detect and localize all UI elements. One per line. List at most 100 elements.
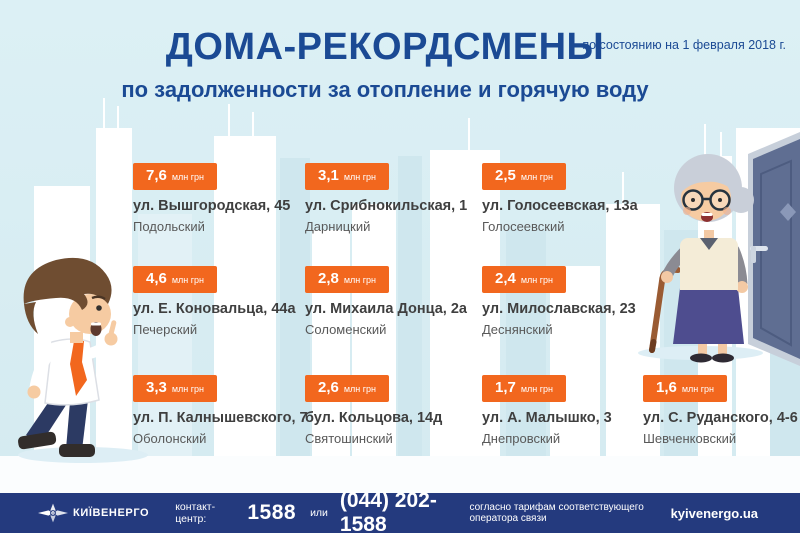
door-illustration bbox=[748, 132, 800, 366]
brand-block: КИЇВЕНЕРГО bbox=[38, 501, 149, 525]
building-silhouette bbox=[430, 150, 500, 456]
house-address: ул. Голосеевская, 13а bbox=[482, 198, 638, 214]
debt-card: 2,4 млн грн ул. Милославская, 23 Деснянск… bbox=[482, 266, 654, 337]
building-silhouette bbox=[214, 136, 276, 456]
debt-card: 7,6 млн грн ул. Вышгородская, 45 Подольск… bbox=[133, 163, 305, 234]
debt-unit: млн грн bbox=[343, 172, 377, 182]
district-name: Оболонский bbox=[133, 431, 207, 446]
as-of-date: по состоянию на 1 февраля 2018 г. bbox=[582, 38, 786, 52]
house-address: ул. Е. Коновальца, 44а bbox=[133, 301, 296, 317]
debt-card: 2,6 млн грн бул. Кольцова, 14д Святошинск… bbox=[305, 375, 477, 446]
district-name: Подольский bbox=[133, 219, 205, 234]
debt-unit: млн грн bbox=[520, 275, 554, 285]
antenna bbox=[720, 132, 722, 156]
vest bbox=[680, 238, 738, 290]
skirt bbox=[673, 288, 744, 344]
tie bbox=[70, 341, 87, 396]
debt-amount: 2,5 bbox=[495, 167, 516, 184]
pointing-finger bbox=[108, 320, 117, 336]
debt-unit: млн грн bbox=[171, 384, 205, 394]
district-name: Деснянский bbox=[482, 322, 553, 337]
debt-amount: 2,6 bbox=[318, 379, 339, 396]
antenna bbox=[117, 106, 119, 128]
debt-amount: 2,4 bbox=[495, 270, 516, 287]
amount-badge: 7,6 млн грн bbox=[133, 163, 218, 190]
kyivenergo-logo-icon bbox=[38, 503, 68, 523]
debt-amount: 4,6 bbox=[146, 270, 167, 287]
antenna bbox=[622, 172, 624, 204]
debt-card: 3,3 млн грн ул. П. Калнышевского, 7 Оболо… bbox=[133, 375, 308, 446]
or-label: или bbox=[310, 507, 328, 519]
antenna bbox=[103, 98, 105, 128]
debt-card: 2,8 млн грн ул. Михаила Донца, 2а Соломен… bbox=[305, 266, 477, 337]
building-silhouette bbox=[280, 158, 310, 456]
district-name: Шевченковский bbox=[643, 431, 737, 446]
debt-card: 3,1 млн грн ул. Срибнокильская, 1 Дарницк… bbox=[305, 163, 477, 234]
district-name: Дарницкий bbox=[305, 219, 371, 234]
website-url: kyivenergo.ua bbox=[670, 505, 758, 521]
debt-unit: млн грн bbox=[343, 384, 377, 394]
debt-amount: 1,7 bbox=[495, 379, 516, 396]
debt-card: 1,7 млн грн ул. А. Малышко, 3 Днепровский bbox=[482, 375, 654, 446]
debt-amount: 2,8 bbox=[318, 270, 339, 287]
debt-amount: 3,3 bbox=[146, 379, 167, 396]
hair-bun bbox=[728, 187, 754, 213]
house-address: ул. Милославская, 23 bbox=[482, 301, 636, 317]
debt-unit: млн грн bbox=[681, 384, 715, 394]
collar bbox=[700, 238, 718, 250]
debt-card: 2,5 млн грн ул. Голосеевская, 13а Голосее… bbox=[482, 163, 654, 234]
building-silhouette bbox=[606, 204, 660, 456]
building-silhouette bbox=[352, 204, 396, 456]
house-address: ул. Вышгородская, 45 bbox=[133, 198, 291, 214]
house-address: ул. Михаила Донца, 2а bbox=[305, 301, 467, 317]
district-name: Святошинский bbox=[305, 431, 393, 446]
tariff-note: согласно тарифам соответствующего операт… bbox=[469, 502, 644, 524]
debt-unit: млн грн bbox=[520, 172, 554, 182]
man-character-illustration bbox=[18, 257, 118, 457]
ground-strip bbox=[0, 456, 800, 493]
hair bbox=[23, 257, 112, 310]
cane-icon bbox=[649, 278, 665, 353]
shoe bbox=[59, 444, 95, 457]
house-address: ул. А. Малышко, 3 bbox=[482, 410, 612, 426]
debt-amount: 1,6 bbox=[656, 379, 677, 396]
door-diamond bbox=[780, 203, 796, 221]
amount-badge: 3,1 млн грн bbox=[305, 163, 390, 190]
debt-card: 1,6 млн грн ул. С. Руданского, 4-6 Шевчен… bbox=[643, 375, 800, 446]
page-title: ДОМА-РЕКОРДСМЕНЫ bbox=[165, 26, 605, 68]
debt-amount: 7,6 bbox=[146, 167, 167, 184]
contact-center-label: контакт-центр: bbox=[175, 501, 216, 525]
district-name: Голосеевский bbox=[482, 219, 565, 234]
debt-unit: млн грн bbox=[171, 172, 205, 182]
amount-badge: 4,6 млн грн bbox=[133, 266, 218, 293]
short-phone-number: 1588 bbox=[247, 501, 297, 524]
amount-badge: 2,6 млн грн bbox=[305, 375, 390, 402]
building-silhouette bbox=[550, 266, 600, 456]
debt-unit: млн грн bbox=[520, 384, 554, 394]
house-address: ул. Срибнокильская, 1 bbox=[305, 198, 468, 214]
amount-badge: 2,8 млн грн bbox=[305, 266, 390, 293]
brand-name: КИЇВЕНЕРГО bbox=[73, 507, 150, 519]
amount-badge: 2,5 млн грн bbox=[482, 163, 567, 190]
amount-badge: 2,4 млн грн bbox=[482, 266, 567, 293]
full-phone-number: (044) 202-1588 bbox=[339, 489, 437, 533]
shoe bbox=[18, 431, 57, 450]
district-name: Соломенский bbox=[305, 322, 387, 337]
debt-unit: млн грн bbox=[171, 275, 205, 285]
house-address: бул. Кольцова, 14д bbox=[305, 410, 443, 426]
building-silhouette bbox=[138, 214, 192, 456]
debt-unit: млн грн bbox=[343, 275, 377, 285]
house-address: ул. С. Руданского, 4-6 bbox=[643, 410, 798, 426]
elderly-woman-illustration bbox=[649, 154, 754, 363]
house-address: ул. П. Калнышевского, 7 bbox=[133, 410, 308, 426]
amount-badge: 3,3 млн грн bbox=[133, 375, 218, 402]
antenna bbox=[704, 124, 706, 156]
building-silhouette bbox=[398, 156, 422, 456]
district-name: Печерский bbox=[133, 322, 198, 337]
debt-amount: 3,1 bbox=[318, 167, 339, 184]
antenna bbox=[228, 104, 230, 136]
debt-card: 4,6 млн грн ул. Е. Коновальца, 44а Печерс… bbox=[133, 266, 305, 337]
footer-bar: КИЇВЕНЕРГО контакт-центр: 1588 или (044)… bbox=[0, 489, 800, 533]
antenna bbox=[252, 112, 254, 136]
